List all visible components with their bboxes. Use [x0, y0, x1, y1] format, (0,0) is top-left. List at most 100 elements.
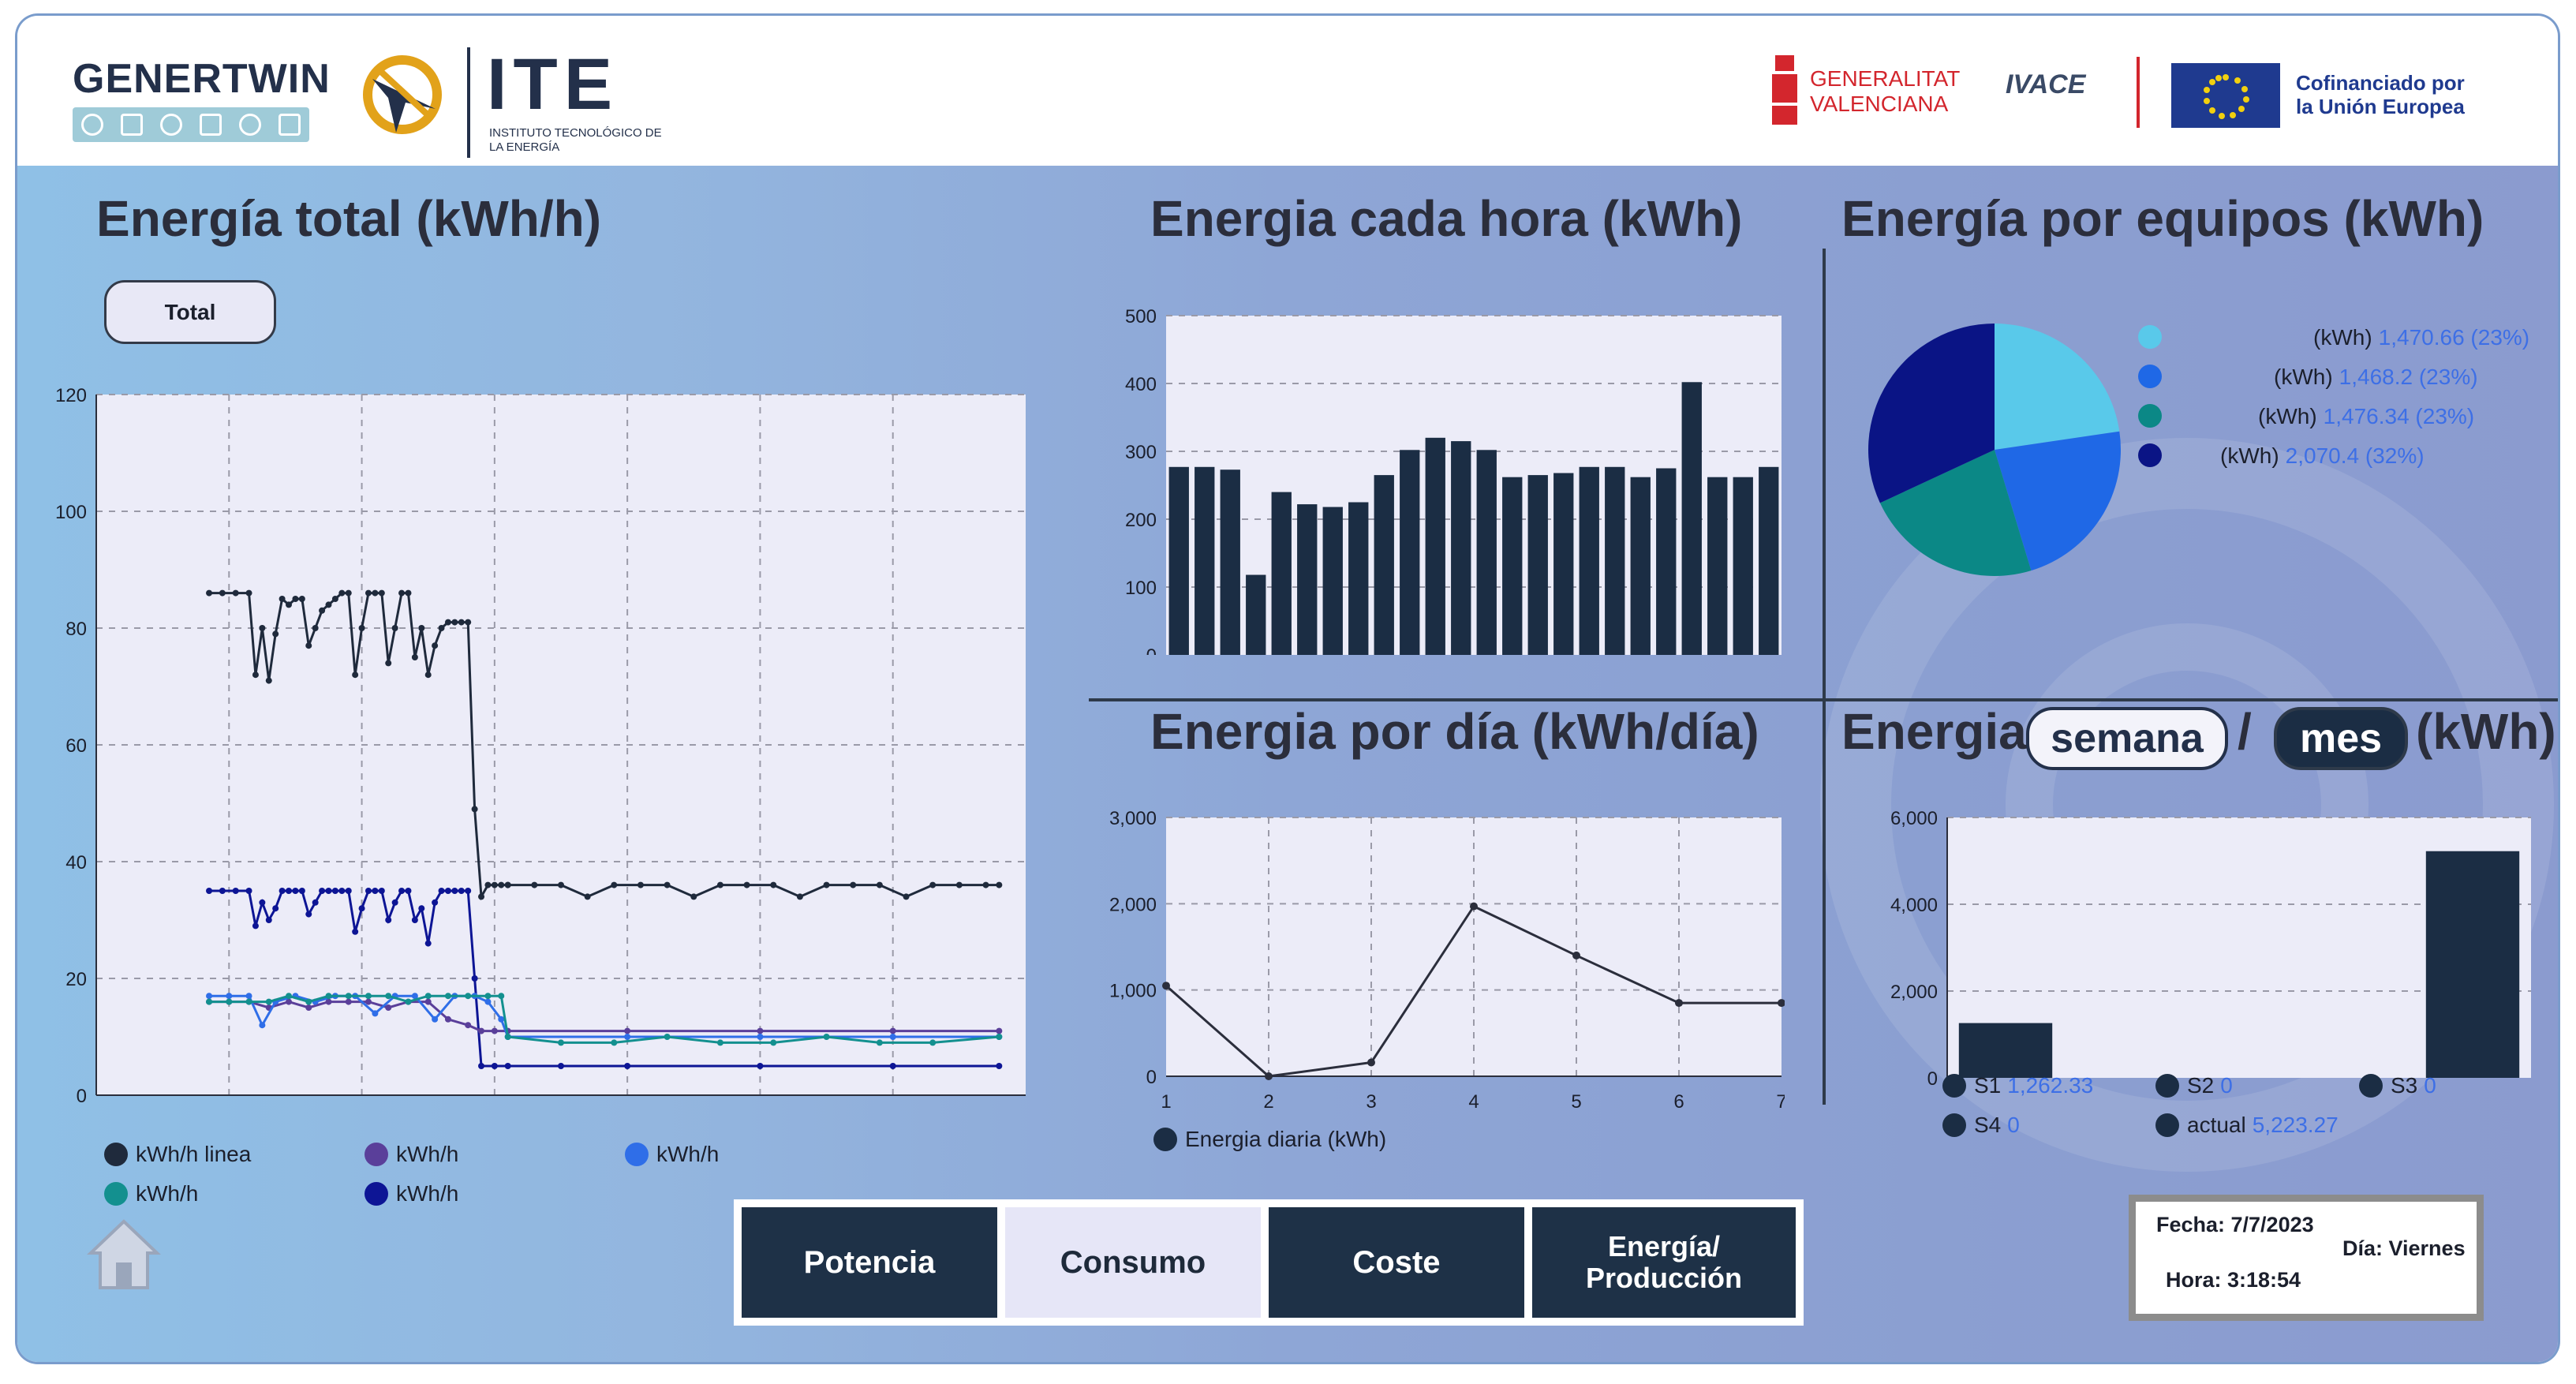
x-tick-label: 3,000 — [73, 1112, 120, 1113]
data-point — [903, 893, 910, 900]
datetime-info-box: Fecha: 7/7/2023 Día: Viernes Hora: 3:18:… — [2129, 1195, 2484, 1321]
bar — [1425, 437, 1445, 655]
data-point — [451, 619, 458, 626]
week-toggle-button[interactable]: semana — [2026, 707, 2228, 770]
data-point — [996, 1027, 1003, 1034]
data-point — [1470, 902, 1478, 911]
bar — [1579, 466, 1599, 655]
total-button[interactable]: Total — [104, 280, 276, 344]
legend-dot — [104, 1182, 128, 1206]
data-point — [279, 596, 286, 602]
home-icon[interactable] — [84, 1215, 163, 1294]
nav-potencia-button[interactable]: Potencia — [742, 1207, 997, 1318]
data-point — [757, 1063, 764, 1069]
bar — [1681, 382, 1702, 655]
data-point — [624, 1027, 631, 1034]
data-point — [232, 589, 239, 597]
daily-energy-title: Energia por día (kWh/día) — [1150, 703, 1759, 760]
period-title-suffix: (kWh) — [2416, 703, 2556, 760]
data-point — [451, 888, 458, 894]
month-toggle-button[interactable]: mes — [2274, 707, 2408, 770]
x-tick-label: 4 — [1468, 1091, 1479, 1113]
data-point — [378, 589, 385, 597]
data-point — [432, 642, 439, 649]
legend-item-linea: kWh/h linea — [104, 1142, 251, 1167]
data-point — [405, 998, 412, 1005]
series-line — [209, 994, 1000, 1044]
legend-item-teal: kWh/h — [104, 1181, 198, 1206]
nav-energia-produccion-button[interactable]: Energía/ Producción — [1532, 1207, 1796, 1318]
data-point — [982, 881, 989, 888]
data-point — [664, 881, 671, 888]
daily-energy-line-chart: 1 2 3 4 5 6 7 0 1,000 2,000 3,000 — [1109, 808, 1785, 1113]
data-point — [418, 905, 425, 912]
legend-dot — [2359, 1074, 2383, 1098]
pie-legend-dot — [2138, 404, 2162, 428]
data-point — [484, 881, 492, 888]
data-point — [245, 589, 252, 597]
pie-legend-dot — [2138, 443, 2162, 467]
pie-legend-dot — [2138, 365, 2162, 388]
data-point — [265, 998, 272, 1005]
data-point — [226, 998, 233, 1005]
data-point — [1265, 1072, 1273, 1080]
x-tick-label: 5 — [1571, 1091, 1581, 1113]
data-point — [465, 619, 472, 626]
data-point — [298, 888, 305, 894]
data-point — [1572, 951, 1580, 959]
data-point — [438, 888, 445, 894]
data-point — [391, 899, 398, 906]
data-point — [365, 993, 372, 1000]
data-point — [298, 596, 305, 602]
nav-bar: Potencia Consumo Coste Energía/ Producci… — [734, 1199, 1804, 1326]
y-tick-label: 0 — [1927, 1068, 1938, 1090]
data-point — [385, 917, 392, 923]
y-tick-label: 120 — [55, 385, 87, 406]
data-point — [444, 888, 451, 894]
legend-dot — [104, 1143, 128, 1166]
x-tick-label: 4,000 — [205, 1112, 252, 1113]
nav-consumo-button[interactable]: Consumo — [1005, 1207, 1261, 1318]
data-point — [345, 589, 352, 597]
y-tick-label: 2,000 — [1109, 894, 1157, 915]
data-point — [716, 881, 723, 888]
data-point — [345, 993, 352, 1000]
data-point — [624, 1063, 631, 1069]
data-point — [365, 888, 372, 894]
bar — [1451, 441, 1471, 655]
y-tick-label: 60 — [65, 735, 87, 757]
x-tick-label: 9,000 — [869, 1112, 917, 1113]
data-point — [424, 940, 432, 947]
data-point — [465, 888, 472, 894]
legend-item-blue: kWh/h — [625, 1142, 719, 1167]
data-point — [1162, 982, 1170, 990]
data-point — [279, 888, 286, 894]
data-point — [411, 993, 418, 1000]
y-tick-label: 0 — [1146, 645, 1157, 655]
nav-coste-button[interactable]: Coste — [1269, 1207, 1524, 1318]
data-point — [955, 881, 963, 888]
period-title-separator: / — [2238, 703, 2252, 760]
data-point — [418, 625, 425, 631]
pie-slice — [1879, 450, 2032, 576]
bar — [1348, 502, 1369, 655]
data-point — [444, 619, 451, 626]
bar — [1707, 477, 1728, 655]
pie-slice — [1868, 324, 1995, 503]
y-tick-label: 100 — [1125, 578, 1157, 599]
data-point — [471, 806, 478, 813]
x-tick-label: 10,000 — [996, 1112, 1043, 1113]
period-legend-item: actual 5,223.27 — [2155, 1113, 2339, 1138]
data-point — [405, 888, 412, 894]
data-point — [331, 596, 338, 602]
data-point — [325, 601, 332, 608]
data-point — [325, 998, 332, 1005]
y-tick-label: 0 — [77, 1086, 87, 1107]
data-point — [305, 911, 312, 918]
data-point — [325, 993, 332, 1000]
bar — [1553, 473, 1574, 655]
data-point — [770, 1039, 777, 1046]
y-tick-label: 40 — [65, 852, 87, 873]
bar — [1630, 477, 1651, 655]
data-point — [252, 671, 259, 679]
